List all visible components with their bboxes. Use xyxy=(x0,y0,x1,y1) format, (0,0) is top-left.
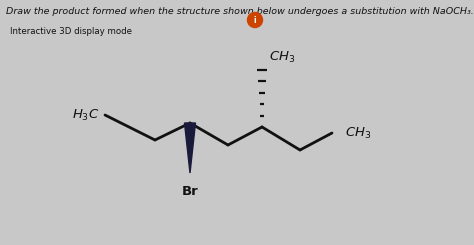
Polygon shape xyxy=(184,123,195,173)
Text: $CH_3$: $CH_3$ xyxy=(345,125,371,141)
Text: Br: Br xyxy=(182,185,199,198)
Text: Interactive 3D display mode: Interactive 3D display mode xyxy=(10,27,132,36)
Text: i: i xyxy=(254,15,256,24)
Text: Draw the product formed when the structure shown below undergoes a substitution : Draw the product formed when the structu… xyxy=(6,7,474,16)
Circle shape xyxy=(247,12,263,27)
Text: $CH_3$: $CH_3$ xyxy=(269,50,295,65)
Text: $H_3C$: $H_3C$ xyxy=(72,108,99,122)
